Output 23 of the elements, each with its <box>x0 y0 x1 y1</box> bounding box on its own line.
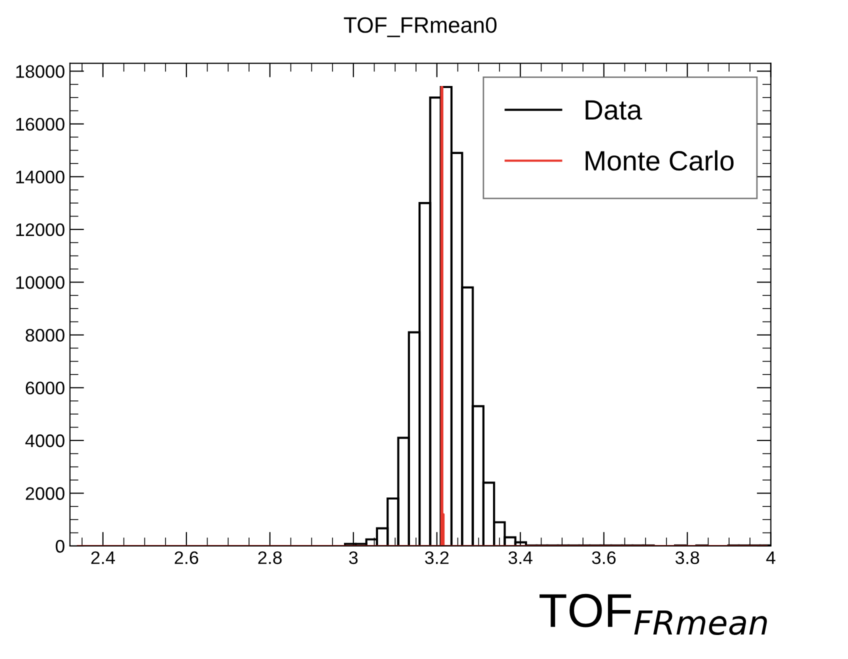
x-tick-label: 4 <box>766 552 776 564</box>
chart-title: TOF_FRmean0 <box>344 17 497 38</box>
y-tick-label: 4000 <box>25 434 64 448</box>
legend-label: Data <box>586 100 642 120</box>
y-tick-label: 8000 <box>26 328 64 342</box>
x-tick-label: 3.8 <box>675 551 700 564</box>
y-tick-label: 2000 <box>26 487 64 500</box>
y-tick-label: 18000 <box>16 65 64 78</box>
y-tick-label: 6000 <box>26 382 64 394</box>
x-tick-label: 2.4 <box>91 551 115 564</box>
x-tick-label: 2.6 <box>174 551 198 564</box>
x-tick-label: 3.2 <box>425 551 449 564</box>
x-tick-label: 3.6 <box>592 551 616 564</box>
y-tick-label: 12000 <box>16 223 64 236</box>
y-tick-label: 10000 <box>16 276 64 289</box>
x-tick-label: 2.8 <box>258 551 282 564</box>
y-tick-label: 16000 <box>16 118 64 131</box>
y-tick-label: 0 <box>56 540 64 553</box>
y-tick-label: 14000 <box>16 170 64 184</box>
x-tick-label: 3.4 <box>508 551 532 564</box>
x-axis-title: TOF$_{FRmean}$ <box>540 594 767 636</box>
legend-label: Monte Carlo <box>586 150 734 171</box>
x-tick-label: 3 <box>349 551 358 564</box>
